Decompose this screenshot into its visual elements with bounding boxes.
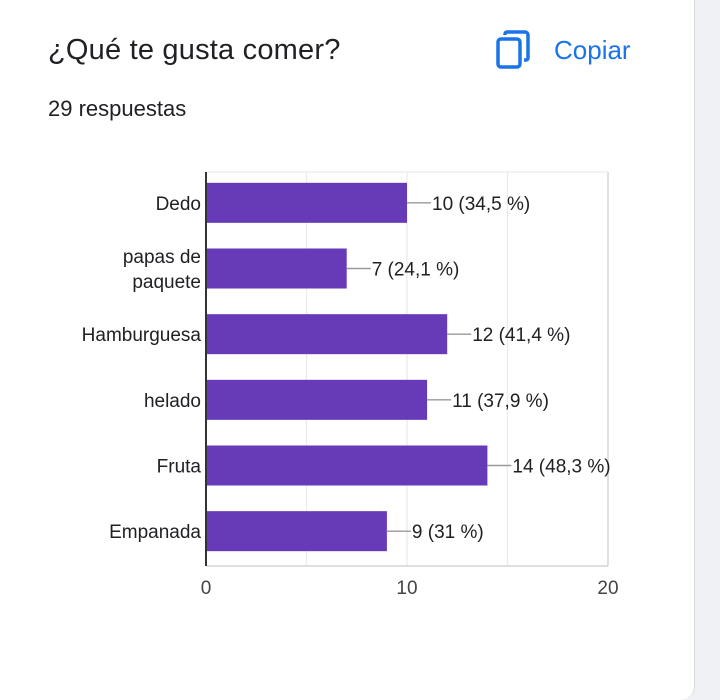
bar	[206, 314, 448, 355]
category-label: Dedo	[156, 194, 201, 215]
bar-chart: 10 (34,5 %) Dedo 7 (24,1 %) papas de paquete…	[82, 171, 619, 599]
response-count: 29 respuestas	[48, 96, 187, 121]
bar	[206, 511, 387, 552]
bar	[206, 248, 347, 289]
copy-button[interactable]: Copiar	[494, 30, 631, 70]
category-label: Empanada	[109, 522, 201, 543]
category-label: Fruta	[157, 457, 202, 478]
question-card: ¿Qué te gusta comer? 29 respuestas Copia…	[0, 0, 695, 700]
copy-label: Copiar	[554, 34, 631, 65]
value-label: 10 (34,5 %)	[432, 194, 530, 215]
copy-icon	[496, 30, 530, 69]
category-label: papas de	[123, 247, 201, 268]
bar	[206, 182, 407, 223]
value-label: 9 (31 %)	[412, 522, 484, 543]
bar	[206, 445, 488, 486]
x-tick-label: 10	[396, 578, 417, 599]
value-label: 14 (48,3 %)	[512, 457, 610, 478]
value-label: 7 (24,1 %)	[372, 260, 460, 281]
value-label: 12 (41,4 %)	[472, 325, 570, 346]
question-title: ¿Qué te gusta comer?	[48, 34, 341, 66]
bar	[206, 379, 428, 420]
category-label: paquete	[132, 272, 201, 293]
value-label: 11 (37,9 %)	[452, 391, 549, 412]
x-tick-label: 0	[201, 578, 212, 599]
category-label: helado	[144, 391, 201, 412]
category-label: Hamburguesa	[82, 325, 202, 346]
x-tick-label: 20	[597, 578, 618, 599]
